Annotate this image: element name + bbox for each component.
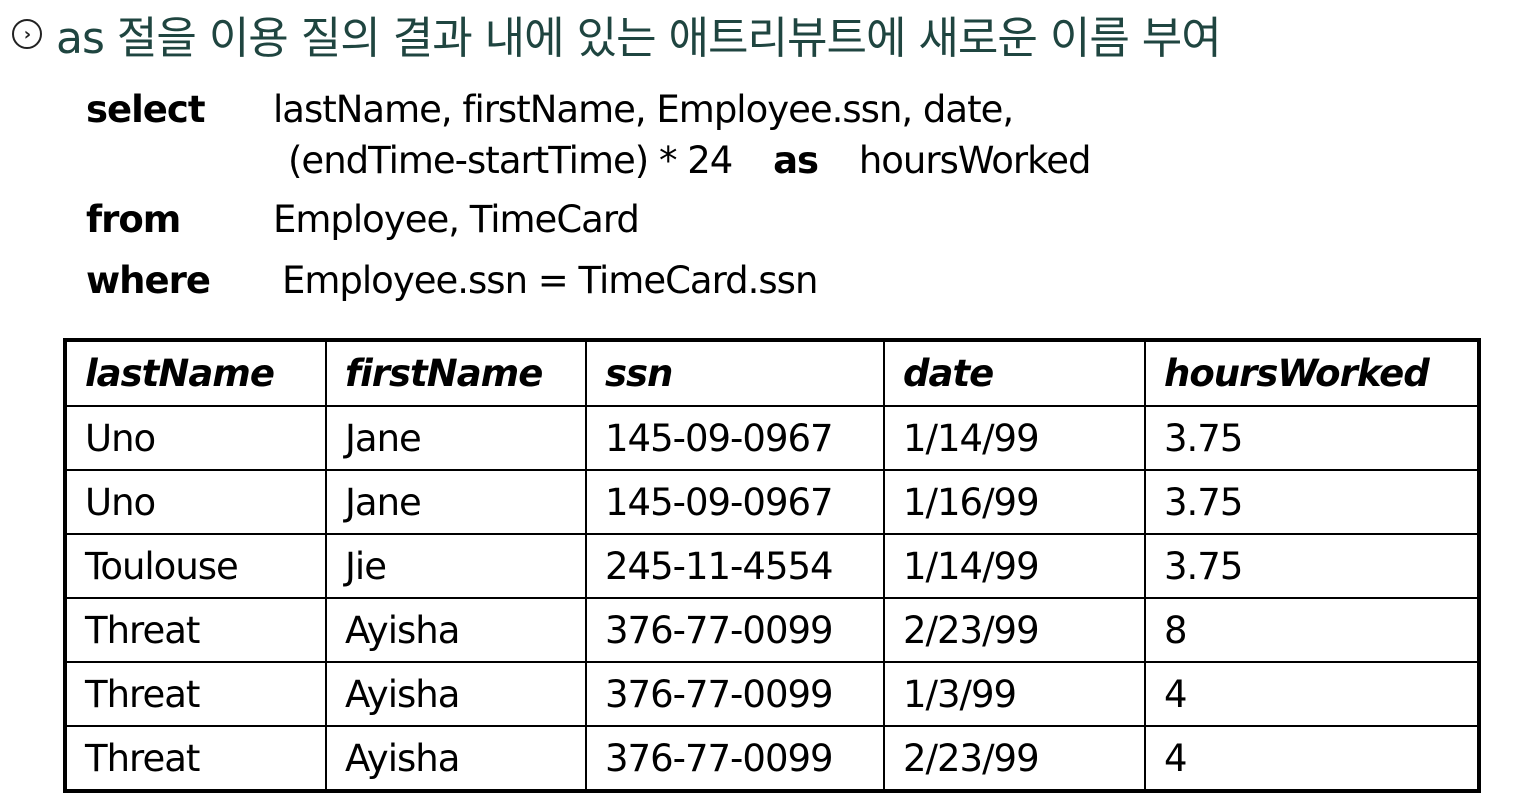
table-cell: Uno bbox=[64, 405, 327, 471]
table-cell: 1/14/99 bbox=[883, 405, 1146, 471]
table-cell: 2/23/99 bbox=[883, 597, 1146, 663]
circle-chevron-right-icon: › bbox=[12, 19, 42, 49]
table-cell: 376-77-0099 bbox=[585, 725, 885, 792]
select-expression: (endTime-startTime) * 24 bbox=[288, 139, 733, 182]
column-header-firstName: firstName bbox=[325, 339, 587, 407]
column-header-lastName: lastName bbox=[64, 339, 327, 407]
table-cell: 1/16/99 bbox=[883, 469, 1146, 535]
where-keyword: where bbox=[86, 259, 211, 302]
table-cell: Ayisha bbox=[325, 597, 587, 663]
table-cell: 3.75 bbox=[1144, 533, 1480, 599]
table-cell: 145-09-0967 bbox=[585, 469, 885, 535]
table-cell: Ayisha bbox=[325, 661, 587, 727]
slide-title: › as 절을 이용 질의 결과 내에 있는 애트리뷰트에 새로운 이름 부여 bbox=[12, 4, 1222, 64]
table-row: Threat Ayisha 376-77-0099 2/23/99 8 bbox=[64, 597, 1480, 663]
table-row: Threat Ayisha 376-77-0099 2/23/99 4 bbox=[64, 725, 1480, 792]
column-header-date: date bbox=[883, 339, 1146, 407]
table-cell: 3.75 bbox=[1144, 469, 1480, 535]
table-header-row: lastName firstName ssn date hoursWorked bbox=[64, 339, 1480, 407]
table-cell: 1/14/99 bbox=[883, 533, 1146, 599]
as-keyword: as bbox=[773, 139, 819, 182]
column-header-ssn: ssn bbox=[585, 339, 885, 407]
column-header-hoursWorked: hoursWorked bbox=[1144, 339, 1480, 407]
alias-name: hoursWorked bbox=[858, 139, 1092, 182]
where-text: Employee.ssn = TimeCard.ssn bbox=[282, 259, 818, 302]
result-table: lastName firstName ssn date hoursWorked Uno J… bbox=[63, 338, 1481, 793]
table-cell: 1/3/99 bbox=[883, 661, 1146, 727]
table-cell: 4 bbox=[1144, 725, 1480, 792]
table-cell: 376-77-0099 bbox=[585, 597, 885, 663]
from-keyword: from bbox=[86, 198, 181, 241]
table-row: Uno Jane 145-09-0967 1/16/99 3.75 bbox=[64, 469, 1480, 535]
table-cell: Jie bbox=[325, 533, 587, 599]
select-keyword: select bbox=[86, 88, 206, 131]
table-cell: Threat bbox=[64, 661, 327, 727]
table-cell: Uno bbox=[64, 469, 327, 535]
table-cell: Toulouse bbox=[64, 533, 327, 599]
title-text: as 절을 이용 질의 결과 내에 있는 애트리뷰트에 새로운 이름 부여 bbox=[56, 13, 1222, 64]
table-cell: Ayisha bbox=[325, 725, 587, 792]
table-cell: Jane bbox=[325, 405, 587, 471]
table-cell: Threat bbox=[64, 725, 327, 792]
table-cell: 145-09-0967 bbox=[585, 405, 885, 471]
table-row: Uno Jane 145-09-0967 1/14/99 3.75 bbox=[64, 405, 1480, 471]
table-cell: Threat bbox=[64, 597, 327, 663]
table-row: Threat Ayisha 376-77-0099 1/3/99 4 bbox=[64, 661, 1480, 727]
from-text: Employee, TimeCard bbox=[273, 198, 640, 241]
table-row: Toulouse Jie 245-11-4554 1/14/99 3.75 bbox=[64, 533, 1480, 599]
table-cell: 3.75 bbox=[1144, 405, 1480, 471]
select-line-1: lastName, firstName, Employee.ssn, date, bbox=[273, 88, 1014, 131]
table-cell: 376-77-0099 bbox=[585, 661, 885, 727]
table-cell: 245-11-4554 bbox=[585, 533, 885, 599]
table-cell: 8 bbox=[1144, 597, 1480, 663]
table-cell: 2/23/99 bbox=[883, 725, 1146, 792]
select-line-2: (endTime-startTime) * 24 as hoursWorked bbox=[288, 139, 1091, 182]
table-cell: Jane bbox=[325, 469, 587, 535]
table-cell: 4 bbox=[1144, 661, 1480, 727]
